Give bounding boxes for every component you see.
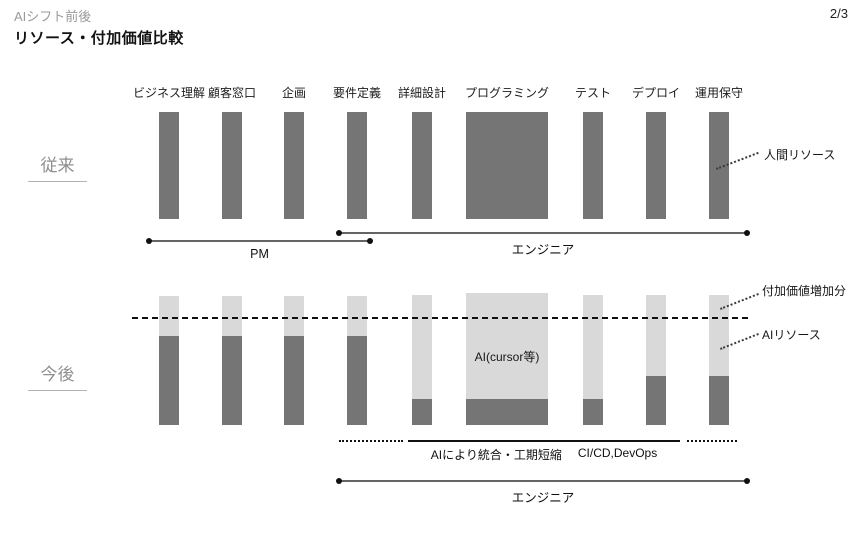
requirements-dotted-underline [339, 440, 403, 442]
before-bar-test [583, 112, 603, 219]
column-header-test: テスト [574, 86, 611, 100]
pm-span-line [146, 238, 373, 244]
after-bar-human-programming [466, 399, 548, 425]
after-bar-human-maintenance [709, 376, 729, 425]
row-label-before: 従来 [28, 151, 87, 182]
span-endpoint-dot [336, 230, 342, 236]
column-header-maintenance: 運用保守 [694, 86, 743, 100]
column-header-customer: 顧客窓口 [207, 86, 256, 100]
column-header-planning: 企画 [281, 86, 306, 100]
row-label-after: 今後 [28, 360, 87, 391]
column-header-business: ビジネス理解 [132, 86, 205, 100]
slide-subtitle: AIシフト前後 [14, 9, 92, 24]
integration-label: AIにより統合・工期短縮 [430, 448, 562, 462]
engineer-span-top-line [336, 230, 750, 236]
column-header-deploy: デプロイ [631, 86, 680, 100]
ai-tool-label: AI(cursor等) [474, 350, 540, 364]
span-endpoint-dot [744, 230, 750, 236]
span-endpoint-dot [336, 478, 342, 484]
value-add-label: 付加価値増加分 [762, 284, 847, 298]
page-number: 2/3 [829, 6, 848, 21]
before-bar-planning [284, 112, 304, 219]
value-add-threshold-line [132, 317, 748, 319]
span-endpoint-dot [744, 478, 750, 484]
ai-resource-label: AIリソース [762, 328, 821, 342]
after-bar-ai-detail-design [412, 295, 432, 399]
after-bar-ai-business [159, 296, 179, 336]
before-bar-deploy [646, 112, 666, 219]
span-endpoint-dot [146, 238, 152, 244]
engineer-span-top-label: エンジニア [511, 243, 575, 257]
after-bar-ai-test [583, 295, 603, 399]
before-bar-maintenance [709, 112, 729, 219]
after-bar-ai-customer [222, 296, 242, 336]
pm-span: PM [146, 238, 373, 261]
before-bar-detail-design [412, 112, 432, 219]
column-header-requirements: 要件定義 [332, 86, 381, 100]
span-endpoint-dot [367, 238, 373, 244]
after-bar-ai-planning [284, 296, 304, 336]
human-resource-label: 人間リソース [764, 148, 836, 162]
engineer-span-bottom-line [336, 478, 750, 484]
before-bar-business [159, 112, 179, 219]
maintenance-dotted-underline [687, 440, 737, 442]
after-bar-human-planning [284, 336, 304, 425]
after-bar-human-requirements [347, 336, 367, 425]
cicd-label: CI/CD,DevOps [577, 446, 658, 460]
after-bar-human-customer [222, 336, 242, 425]
before-bar-customer [222, 112, 242, 219]
after-bar-human-deploy [646, 376, 666, 425]
integration-underline [408, 440, 680, 442]
before-bar-programming [466, 112, 548, 219]
column-header-detail-design: 詳細設計 [397, 86, 446, 100]
engineer-span-top: エンジニア [336, 230, 750, 258]
after-bar-human-detail-design [412, 399, 432, 425]
engineer-span-bottom: エンジニア [336, 478, 750, 506]
column-header-programming: プログラミング [464, 86, 549, 100]
integration-labels: AIにより統合・工期短縮 CI/CD,DevOps [398, 446, 690, 463]
before-bar-requirements [347, 112, 367, 219]
engineer-span-bottom-label: エンジニア [511, 491, 575, 505]
after-bar-human-test [583, 399, 603, 425]
page-title: リソース・付加価値比較 [14, 30, 184, 47]
after-bar-ai-requirements [347, 296, 367, 336]
pm-span-label: PM [250, 247, 269, 261]
after-bar-ai-deploy [646, 295, 666, 376]
after-bar-ai-maintenance [709, 295, 729, 376]
after-bar-human-business [159, 336, 179, 425]
after-bar-ai-programming [466, 293, 548, 399]
